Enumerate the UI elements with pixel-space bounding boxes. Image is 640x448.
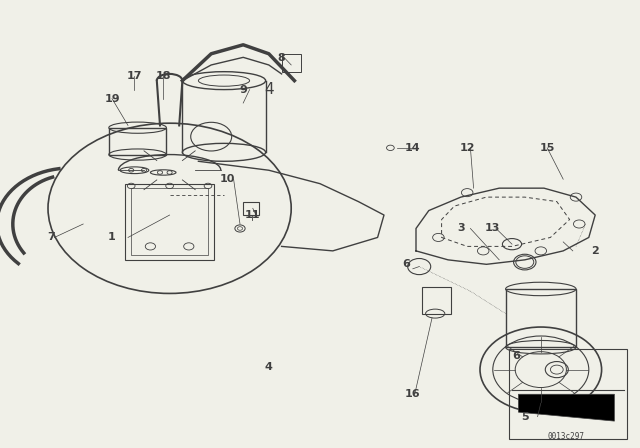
Text: 18: 18 — [156, 71, 171, 81]
Text: 4: 4 — [264, 82, 274, 97]
Bar — [109, 128, 166, 155]
Text: 9: 9 — [239, 85, 247, 95]
Text: 12: 12 — [460, 143, 475, 153]
Text: 16: 16 — [405, 389, 420, 399]
Text: 13: 13 — [485, 224, 500, 233]
Text: 1: 1 — [108, 233, 116, 242]
Bar — [509, 349, 627, 439]
Text: 6: 6 — [512, 351, 520, 361]
Text: 4: 4 — [265, 362, 273, 372]
Bar — [243, 202, 259, 215]
Text: 3: 3 — [457, 224, 465, 233]
Text: 8: 8 — [278, 53, 285, 63]
Text: 2: 2 — [591, 246, 599, 256]
Bar — [506, 289, 576, 347]
Polygon shape — [518, 394, 614, 421]
Bar — [131, 188, 208, 255]
Text: 5: 5 — [521, 412, 529, 422]
Bar — [282, 54, 301, 72]
Text: 7: 7 — [47, 233, 55, 242]
Text: 10: 10 — [220, 174, 235, 184]
Text: 19: 19 — [104, 94, 120, 103]
Text: 17: 17 — [127, 71, 142, 81]
Text: 11: 11 — [245, 210, 260, 220]
Bar — [125, 184, 214, 260]
Text: 0013c297: 0013c297 — [548, 432, 585, 441]
Text: 6: 6 — [403, 259, 410, 269]
Text: 14: 14 — [405, 143, 420, 153]
Bar — [422, 287, 451, 314]
Text: 15: 15 — [540, 143, 555, 153]
